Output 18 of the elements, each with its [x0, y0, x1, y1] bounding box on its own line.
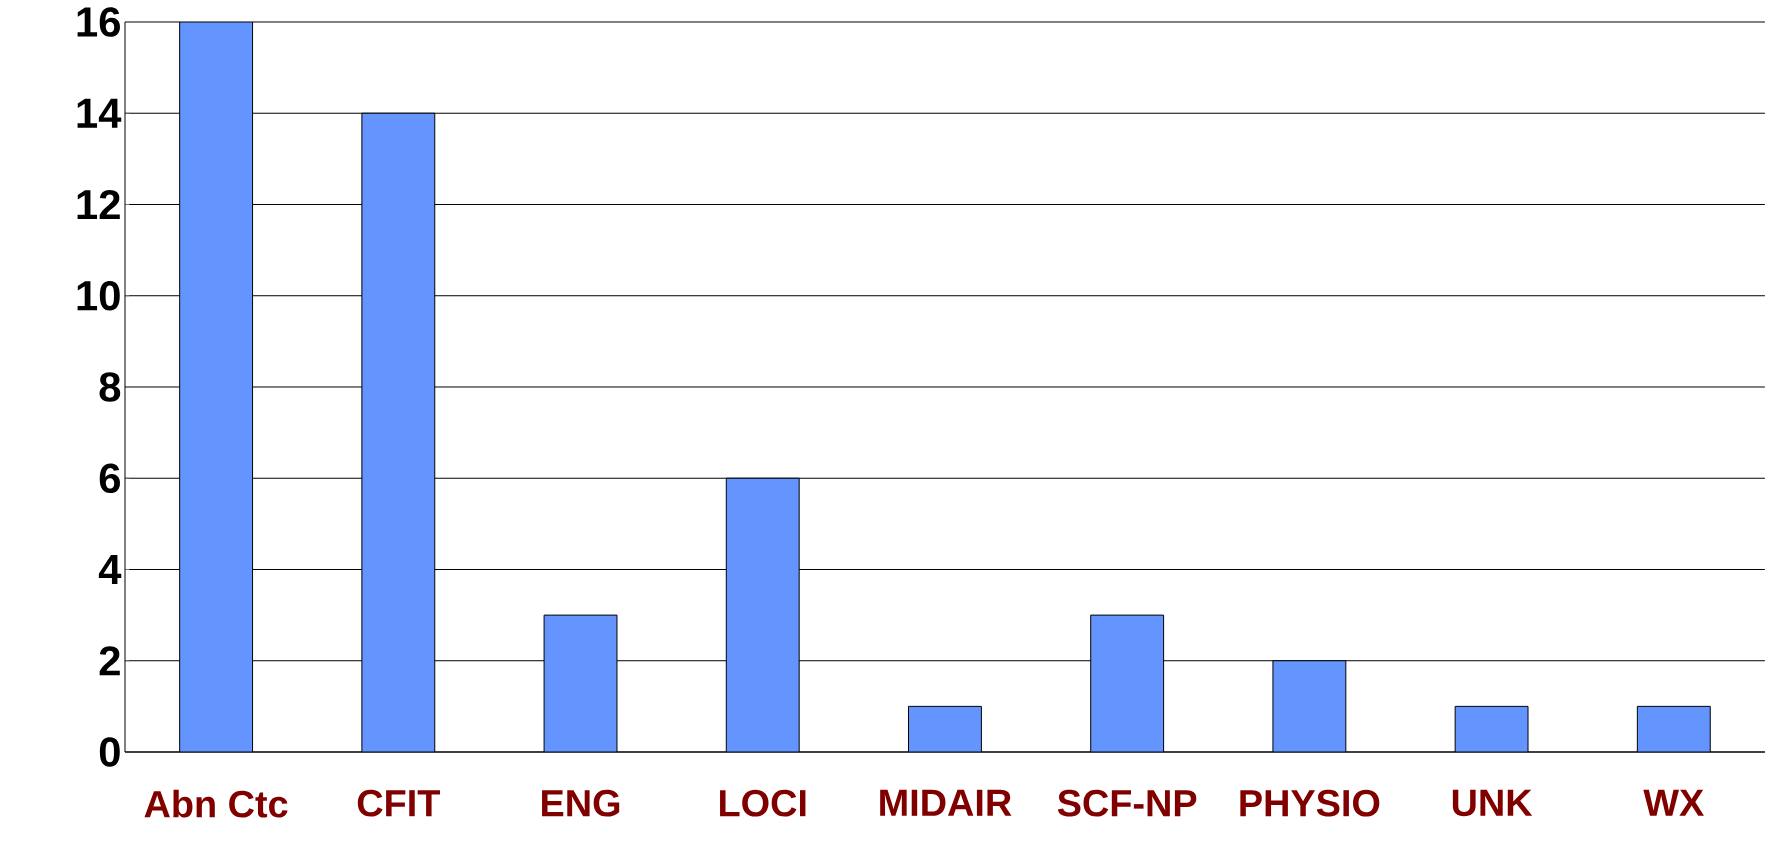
- y-tick-label: 6: [99, 463, 120, 494]
- x-tick-label: PHYSIO: [1240, 789, 1380, 817]
- y-tick-label: 12: [77, 189, 120, 220]
- y-tick-label: 14: [77, 98, 122, 128]
- x-tick-label: UNK: [1452, 789, 1533, 817]
- y-tick-label: 16: [77, 7, 120, 37]
- x-tick-label: LOCI: [720, 789, 806, 817]
- x-tick-label: SCF-NP: [1057, 789, 1197, 817]
- x-tick-label: ENG: [542, 789, 620, 817]
- y-tick-label: 2: [99, 646, 120, 676]
- y-tick-label: 10: [77, 280, 120, 311]
- x-tick-label: CFIT: [357, 789, 440, 817]
- y-tick-label: 4: [98, 555, 122, 584]
- x-tick-label: MIDAIR: [880, 789, 1012, 816]
- x-tick-label: WX: [1643, 789, 1704, 816]
- y-tick-label: 8: [99, 372, 121, 402]
- x-tick-label: Abn Ctc: [144, 789, 288, 818]
- y-tick-label: 0: [99, 737, 120, 767]
